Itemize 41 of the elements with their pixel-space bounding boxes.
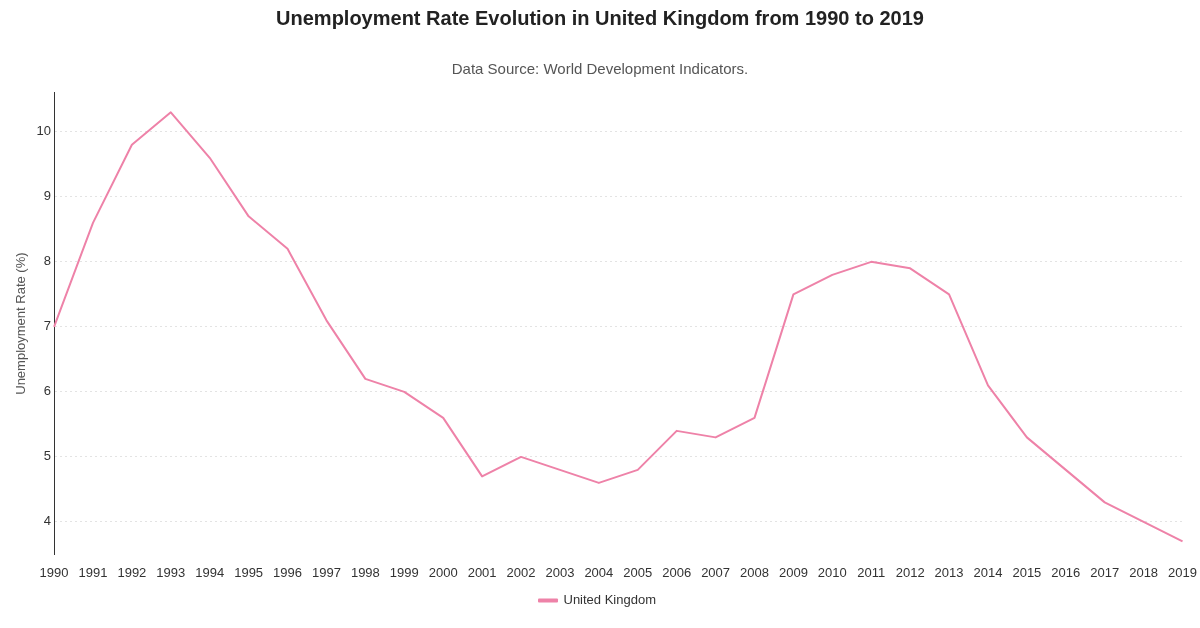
x-tick-label: 1991 — [78, 564, 108, 580]
x-tick-label: 2019 — [1168, 564, 1197, 580]
y-axis-title: Unemployment Rate (%) — [13, 252, 29, 395]
x-tick-label: 1995 — [234, 564, 264, 580]
y-tick-label: 6 — [43, 383, 52, 399]
x-tick-label: 1999 — [389, 564, 419, 580]
x-tick-label: 2011 — [857, 564, 886, 580]
x-tick-label: 2006 — [662, 564, 692, 580]
x-tick-label: 2018 — [1129, 564, 1159, 580]
y-tick-label: 4 — [43, 513, 52, 529]
x-tick-label: 2005 — [623, 564, 653, 580]
x-tick-label: 2007 — [701, 564, 731, 580]
x-tick-label: 1997 — [311, 564, 341, 580]
x-tick-label: 1998 — [350, 564, 380, 580]
y-tick-label: 9 — [43, 188, 52, 204]
chart-subtitle: Data Source: World Development Indicators. — [450, 60, 750, 77]
y-tick-label: 5 — [43, 448, 52, 464]
y-tick-label: 8 — [43, 253, 52, 269]
x-tick-label: 1996 — [273, 564, 302, 580]
x-tick-label: 2013 — [934, 564, 964, 580]
x-tick-label: 1990 — [39, 564, 69, 580]
x-tick-label: 2015 — [1012, 564, 1042, 580]
chart-title: Unemployment Rate Evolution in United Kingdom from 1990 to 2019 — [275, 6, 925, 31]
x-tick-label: 2016 — [1051, 564, 1081, 580]
x-tick-label: 2017 — [1090, 564, 1120, 580]
x-tick-label: 2003 — [545, 564, 575, 580]
x-tick-label: 2010 — [817, 564, 847, 580]
x-tick-label: 2001 — [467, 564, 497, 580]
legend-label: United Kingdom — [563, 592, 656, 608]
x-tick-label: 2004 — [584, 564, 614, 580]
x-tick-label: 1994 — [195, 564, 225, 580]
x-tick-label: 2012 — [895, 564, 925, 580]
x-tick-label: 2014 — [973, 564, 1003, 580]
x-tick-label: 2008 — [740, 564, 769, 580]
x-tick-label: 2009 — [778, 564, 808, 580]
y-tick-label: 7 — [43, 318, 52, 334]
x-tick-label: 1992 — [117, 564, 147, 580]
x-tick-label: 2000 — [428, 564, 458, 580]
x-tick-label: 2002 — [506, 564, 536, 580]
y-tick-label: 10 — [36, 123, 52, 139]
x-tick-label: 1993 — [156, 564, 186, 580]
